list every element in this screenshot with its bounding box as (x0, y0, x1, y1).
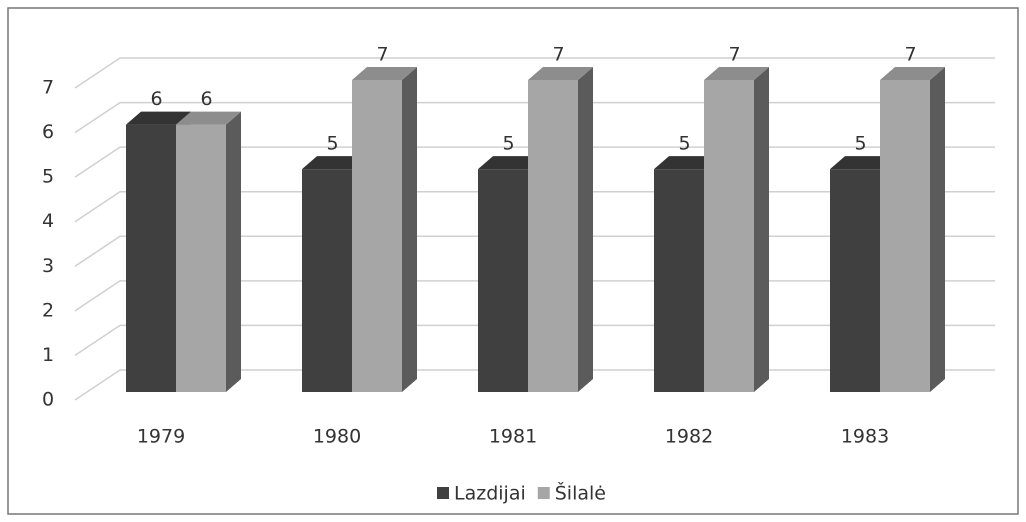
data-label: 5 (502, 133, 514, 155)
bar-top (880, 67, 945, 80)
bar-top (830, 156, 895, 170)
bar-side (226, 111, 241, 393)
y-tick-label: 0 (42, 389, 54, 411)
data-label: 6 (150, 88, 162, 110)
bar (704, 80, 754, 392)
bar-side (578, 67, 593, 392)
bar-top (478, 156, 543, 170)
bar (352, 80, 402, 392)
y-tick-label: 7 (42, 77, 54, 99)
bar-top (126, 111, 191, 125)
x-tick-label: 1981 (489, 426, 537, 448)
legend-swatch (437, 487, 449, 499)
y-tick-label: 1 (42, 344, 54, 366)
y-tick-label: 4 (42, 210, 54, 232)
bar (528, 80, 578, 392)
bar-side (754, 67, 769, 392)
data-label: 5 (678, 133, 690, 155)
bar (880, 80, 930, 392)
bar-side (402, 67, 417, 392)
data-label: 5 (854, 133, 866, 155)
data-label: 7 (904, 44, 916, 66)
x-tick-label: 1983 (841, 426, 889, 448)
data-label: 7 (728, 44, 740, 66)
bar (830, 169, 880, 392)
bar-top (654, 156, 719, 170)
y-tick-label: 3 (42, 255, 54, 277)
bar-top (704, 67, 769, 80)
y-tick-label: 6 (42, 121, 54, 143)
bar-side (930, 67, 945, 392)
y-tick-label: 5 (42, 166, 54, 188)
data-label: 6 (200, 88, 212, 110)
x-tick-label: 1979 (137, 426, 185, 448)
legend-swatch (537, 487, 550, 499)
x-tick-label: 1980 (313, 426, 361, 448)
legend-label: Šilalė (555, 481, 606, 505)
y-tick-label: 2 (42, 299, 54, 321)
data-label: 7 (376, 44, 388, 66)
bar-top (352, 67, 417, 80)
grid-line (74, 146, 995, 178)
data-label: 5 (326, 133, 338, 155)
bar-top (302, 156, 367, 170)
x-tick-label: 1982 (665, 426, 713, 448)
bar (302, 169, 352, 392)
grid-line (74, 101, 995, 134)
bar (176, 124, 226, 393)
bar (478, 169, 528, 392)
bar (654, 169, 704, 392)
legend-label: Lazdijai (454, 483, 526, 505)
bar-top (176, 111, 241, 125)
data-label: 7 (552, 44, 564, 66)
grid-line (74, 57, 995, 89)
bar-top (528, 67, 593, 80)
bar (126, 124, 176, 393)
